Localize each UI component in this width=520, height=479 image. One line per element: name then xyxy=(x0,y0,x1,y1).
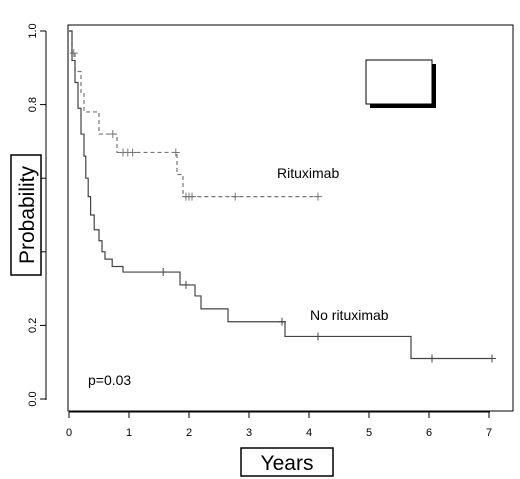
x-tick-label: 6 xyxy=(426,427,432,439)
y-axis-title: Probability xyxy=(16,165,39,264)
censor-mark xyxy=(182,280,190,289)
legend-box xyxy=(365,59,433,105)
survival-curves xyxy=(69,30,496,363)
x-ticks: 0 1 2 3 4 5 6 7 xyxy=(66,412,492,439)
censor-mark xyxy=(128,148,137,157)
censor-mark xyxy=(488,354,496,363)
x-tick-label: 2 xyxy=(186,427,192,439)
x-axis-title-box xyxy=(240,447,334,477)
y-tick-label: 0.2 xyxy=(27,318,39,333)
x-tick-label: 0 xyxy=(66,427,72,439)
p-value-label: p=0.03 xyxy=(88,372,131,388)
x-tick-label: 4 xyxy=(306,427,312,439)
censor-mark xyxy=(69,49,78,58)
censor-mark xyxy=(314,332,322,341)
censor-mark xyxy=(314,192,322,201)
censor-mark xyxy=(171,148,180,157)
x-tick-label: 3 xyxy=(246,427,252,439)
series-line-no-rituximab xyxy=(69,30,492,360)
censor-mark xyxy=(278,317,286,326)
y-tick-label: 0.8 xyxy=(27,97,39,112)
no-rituximab-label: No rituximab xyxy=(310,307,389,323)
censor-mark xyxy=(428,354,436,363)
y-axis-title-box xyxy=(10,154,42,276)
x-tick-label: 1 xyxy=(126,427,132,439)
x-axis-title: Years xyxy=(261,452,314,475)
plot-frame xyxy=(67,24,514,412)
rituximab-label: Rituximab xyxy=(277,165,339,181)
censor-mark xyxy=(188,192,196,201)
x-tick-label: 5 xyxy=(366,427,372,439)
y-tick-label: 1.0 xyxy=(27,23,39,38)
censor-mark xyxy=(231,192,240,201)
y-tick-label: 0.0 xyxy=(27,391,39,406)
y-axis-title-group: Probability xyxy=(10,154,42,276)
censor-mark xyxy=(159,268,168,277)
x-tick-label: 7 xyxy=(486,427,492,439)
censor-mark xyxy=(108,130,117,139)
